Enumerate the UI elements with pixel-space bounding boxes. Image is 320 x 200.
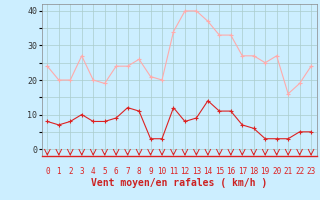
X-axis label: Vent moyen/en rafales ( km/h ): Vent moyen/en rafales ( km/h ): [91, 178, 267, 188]
